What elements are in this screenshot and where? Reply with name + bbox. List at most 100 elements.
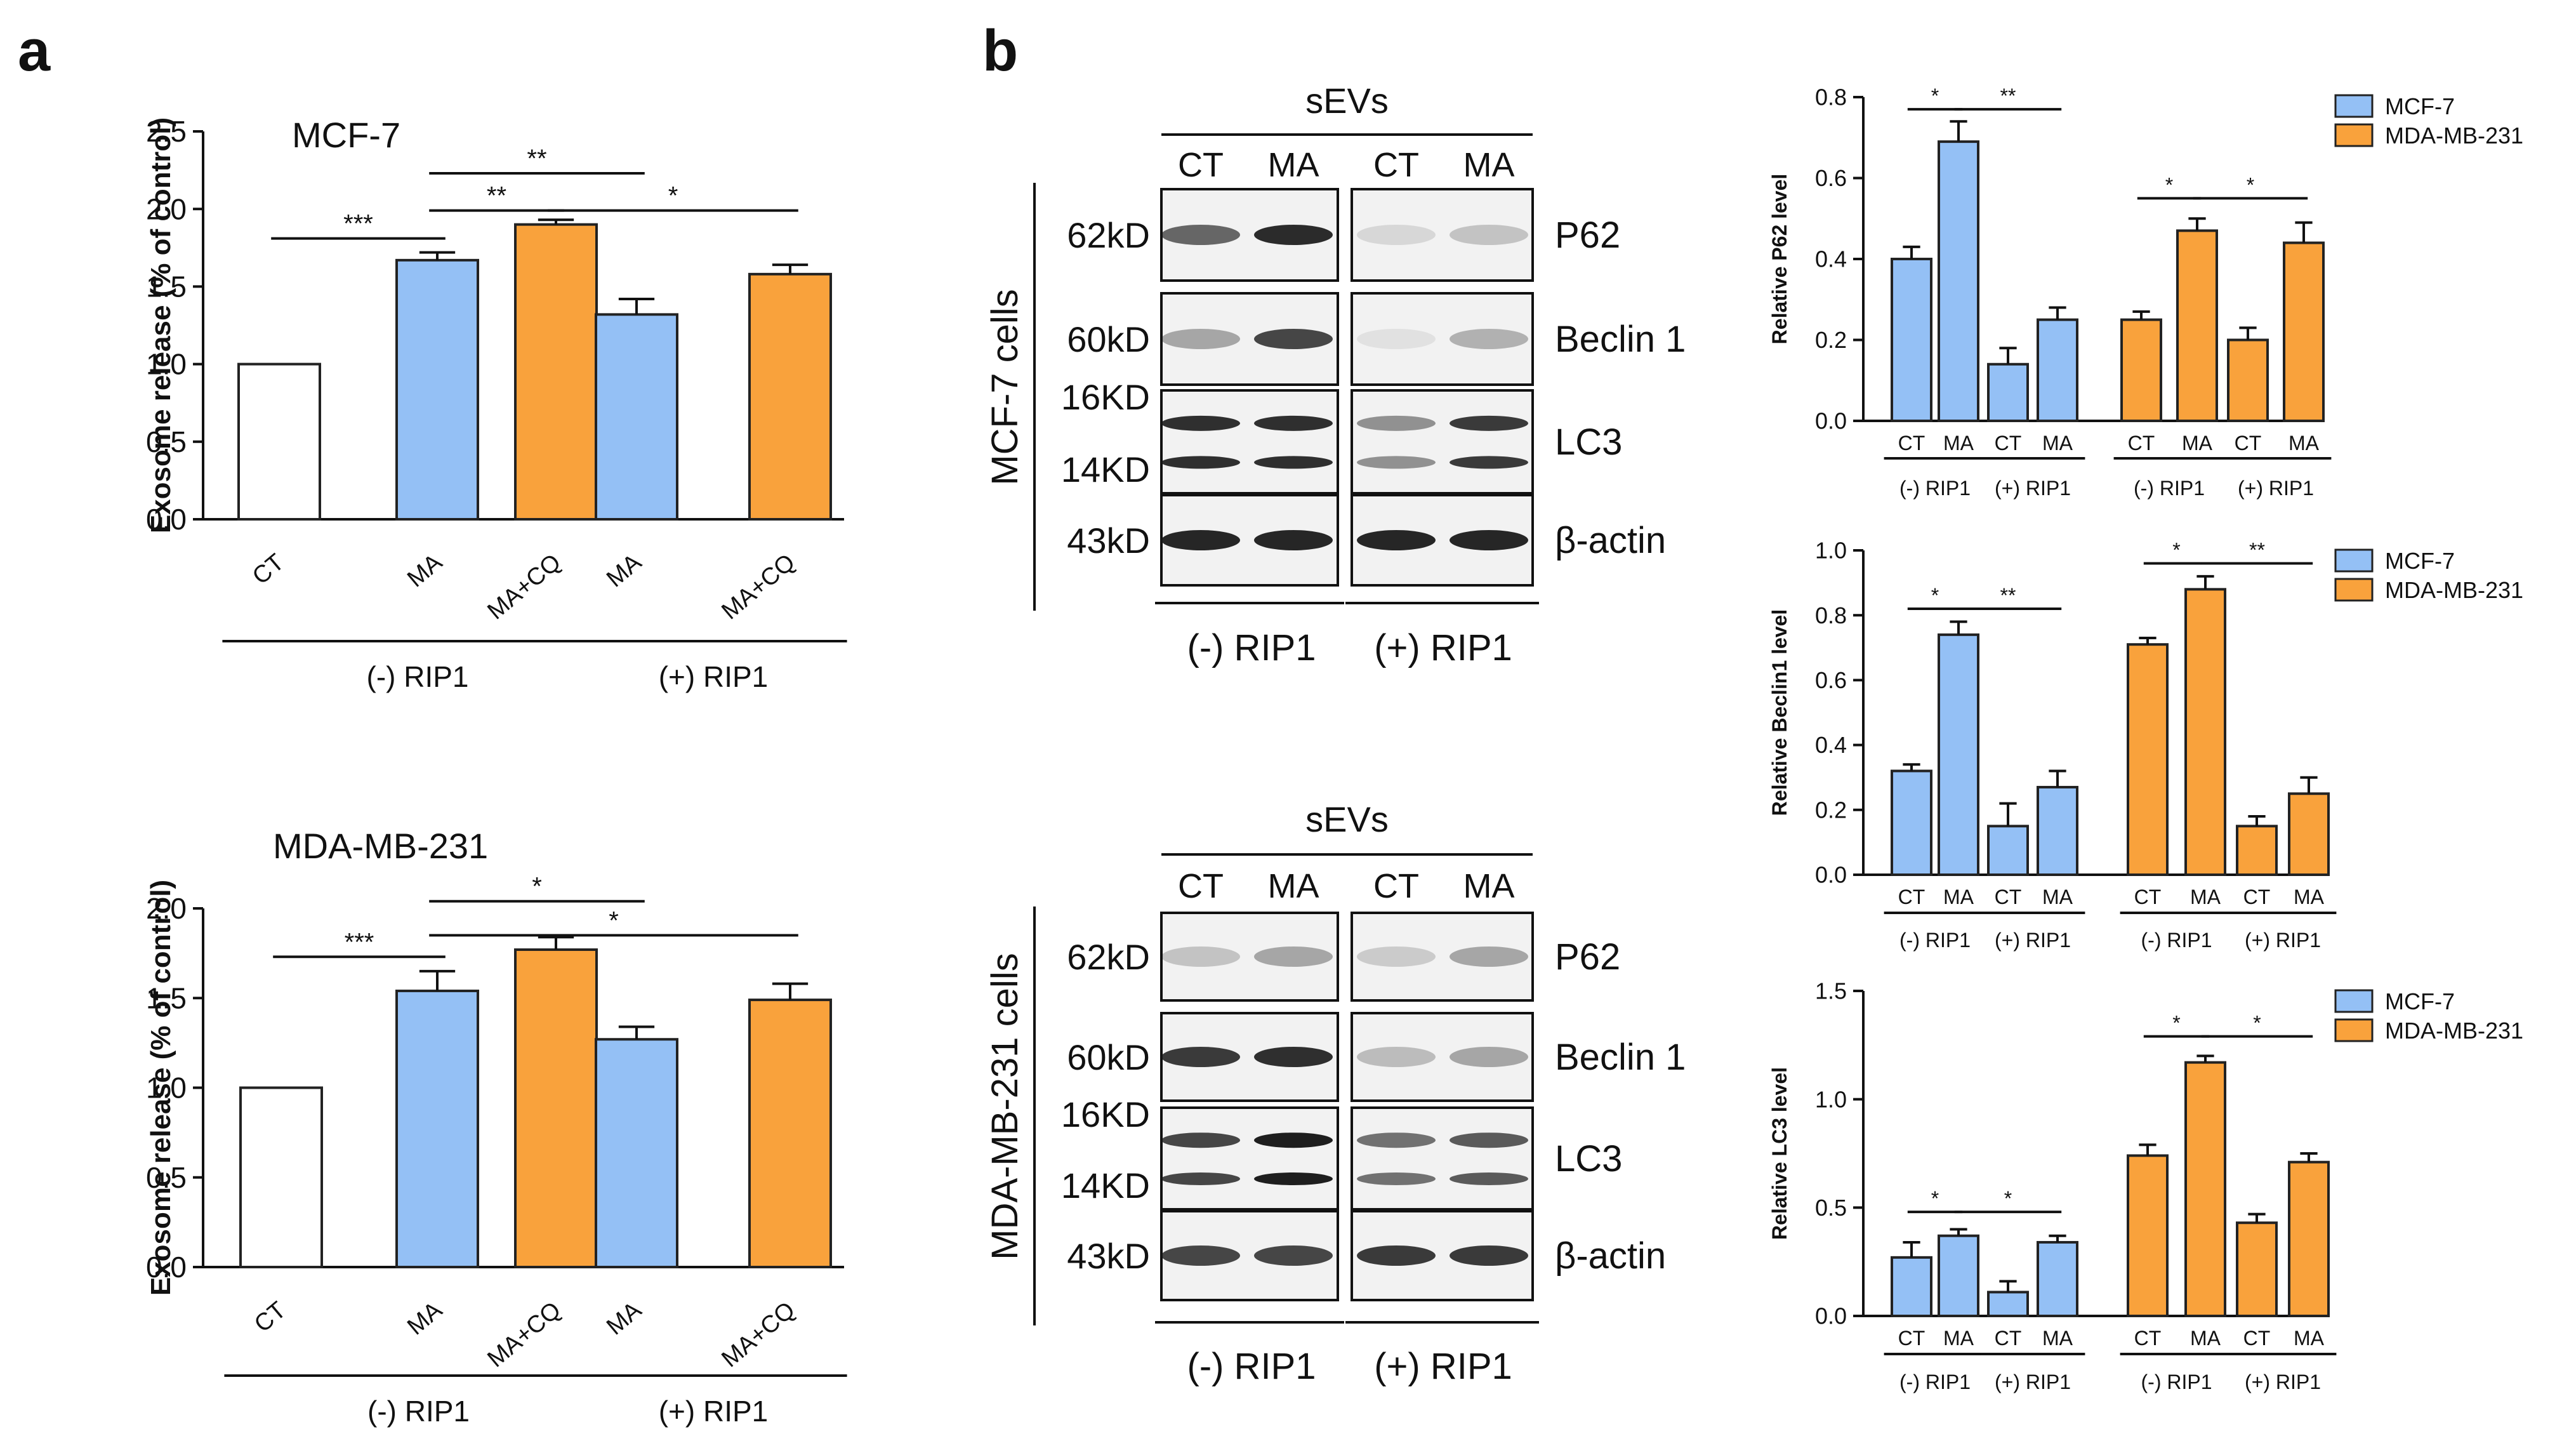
group-label: (-) RIP1 (1899, 1371, 1971, 1393)
bar (1987, 825, 2029, 876)
bar (395, 989, 479, 1268)
bar (1987, 1291, 2029, 1318)
x-tick-label: CT (248, 549, 289, 590)
x-tick-label: MA (2190, 886, 2221, 908)
blot-band (1357, 1245, 1436, 1266)
legend-label: MDA-MB-231 (2385, 577, 2523, 603)
bar (1891, 258, 1932, 422)
x-tick-label: MA (2042, 1327, 2073, 1350)
protein-label: Beclin 1 (1555, 1037, 1686, 1078)
y-tick-label: 0.0 (1815, 862, 1847, 888)
bar (514, 223, 598, 521)
significance-label: ** (2000, 584, 2016, 607)
x-tick-label: MA+CQ (717, 1297, 800, 1373)
group-label: (-) RIP1 (367, 660, 469, 693)
blot-band (1357, 530, 1436, 550)
blot-group-label: (+) RIP1 (1374, 627, 1512, 668)
blot-band (1450, 1245, 1528, 1266)
blot-band (1161, 1132, 1240, 1148)
blot-band (1357, 1172, 1436, 1185)
x-tick-label: MA (2289, 432, 2320, 455)
mw-marker: 43kD (1067, 1236, 1150, 1276)
legend-label: MDA-MB-231 (2385, 123, 2523, 149)
blot-band (1357, 456, 1436, 469)
protein-label: LC3 (1555, 1138, 1622, 1179)
blot-header: sEVs (1305, 799, 1389, 839)
x-tick-label: MA+CQ (482, 549, 565, 625)
x-tick-label: MA (2190, 1327, 2221, 1350)
significance-label: ** (2000, 84, 2016, 107)
y-axis-label: Relative P62 level (1768, 174, 1791, 345)
x-tick-label: CT (1995, 432, 2022, 455)
chart-title: MDA-MB-231 (273, 826, 488, 866)
significance-label: * (2247, 173, 2254, 196)
x-tick-label: MA (2294, 1327, 2325, 1350)
x-tick-label: MA (2042, 432, 2073, 455)
x-tick-label: CT (1898, 432, 1925, 455)
y-axis-label: Exosome release (% of control) (145, 880, 176, 1296)
blot-band (1254, 415, 1333, 431)
blot-band (1161, 415, 1240, 431)
blot-band (1161, 1245, 1240, 1266)
y-axis-label: Exosome release (% of control) (145, 117, 176, 533)
blot-group-label: (+) RIP1 (1374, 1346, 1512, 1387)
lane-label: CT (1178, 867, 1224, 905)
legend-label: MCF-7 (2385, 93, 2455, 119)
blot-panel (1351, 292, 1534, 386)
bar (595, 313, 678, 521)
blot-band (1450, 456, 1528, 469)
mw-marker: 16KD (1061, 1094, 1150, 1134)
bar (1938, 1234, 1979, 1317)
x-tick-label: MA (402, 548, 447, 592)
y-tick-label: 0.2 (1815, 797, 1847, 823)
y-tick-label: 0.4 (1815, 732, 1847, 758)
bar (1987, 362, 2029, 422)
bar (1938, 633, 1979, 876)
y-tick-label: 0.5 (1815, 1195, 1847, 1221)
y-axis-label: Relative LC3 level (1768, 1067, 1791, 1240)
bar (2288, 792, 2330, 876)
bar (2236, 1221, 2278, 1318)
bar (2037, 1240, 2078, 1317)
blot-band (1254, 225, 1333, 245)
group-label: (+) RIP1 (2238, 477, 2314, 500)
mw-marker: 14KD (1061, 449, 1150, 489)
group-label: (-) RIP1 (367, 1395, 470, 1428)
blot-band (1161, 225, 1240, 245)
protein-label: P62 (1555, 936, 1620, 978)
blot-band (1161, 946, 1240, 967)
y-tick-label: 0.0 (146, 503, 187, 536)
x-tick-label: CT (2134, 886, 2162, 908)
y-tick-label: 2.0 (146, 192, 187, 225)
blot-panel (1351, 1012, 1534, 1102)
bar (2176, 229, 2218, 422)
x-tick-label: CT (2134, 1327, 2162, 1350)
bar (2037, 318, 2078, 422)
panel-label-b: b (982, 18, 1019, 83)
bar (2127, 643, 2169, 876)
legend-label: MDA-MB-231 (2385, 1018, 2523, 1044)
blot-band (1161, 1172, 1240, 1185)
blot-band (1161, 456, 1240, 469)
bar (514, 948, 598, 1268)
y-tick-label: 0.6 (1815, 667, 1847, 693)
y-tick-label: 0.4 (1815, 246, 1847, 272)
lane-label: MA (1463, 146, 1515, 184)
significance-label: * (2004, 1187, 2012, 1210)
blot-band (1357, 225, 1436, 245)
lane-label: MA (1463, 867, 1515, 905)
significance-label: ** (487, 182, 506, 210)
significance-label: * (2172, 538, 2180, 561)
y-tick-label: 0.5 (146, 425, 187, 458)
x-tick-label: CT (1898, 886, 1925, 908)
x-tick-label: CT (1995, 886, 2022, 908)
y-axis-label: Relative Beclin1 level (1768, 609, 1791, 816)
x-tick-label: MA (602, 548, 647, 592)
cell-line-label: MDA-MB-231 cells (984, 953, 1026, 1259)
group-label: (+) RIP1 (659, 1395, 769, 1428)
legend-swatch (2334, 123, 2374, 147)
x-tick-label: MA (2182, 432, 2213, 455)
significance-label: * (532, 873, 542, 901)
bar (2227, 338, 2269, 422)
legend-swatch (2334, 578, 2374, 602)
